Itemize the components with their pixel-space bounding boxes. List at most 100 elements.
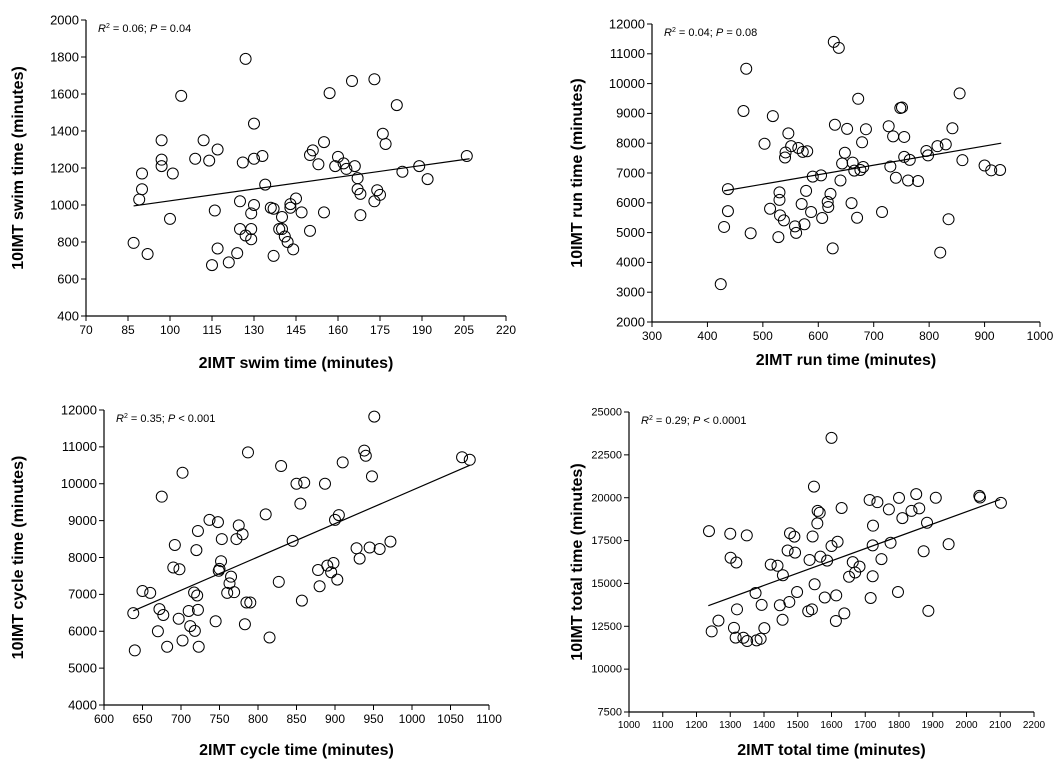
swim-data-point	[354, 187, 367, 200]
total-data-point	[712, 614, 725, 627]
cycle-data-point	[127, 607, 140, 620]
run-data-point	[956, 154, 969, 167]
run-data-point	[740, 62, 753, 75]
total-data-point	[866, 539, 879, 552]
cycle-data-point	[275, 460, 288, 473]
cycle-data-point	[353, 552, 366, 565]
cycle-data-point	[228, 586, 241, 599]
swim-data-point	[206, 259, 218, 272]
cycle-x-tick-label: 800	[248, 712, 268, 726]
cycle-data-point	[259, 508, 272, 521]
scatter-panel-run: 300 400 500 600 700 800 900 1000 2000 3000 4000 500…	[569, 16, 1054, 369]
swim-y-tick-label: 800	[57, 234, 79, 249]
run-data-point	[942, 213, 955, 226]
run-stats-annotation: R2 = 0.04; P = 0.08	[664, 27, 757, 39]
swim-data-point	[234, 223, 246, 236]
cycle-data-point	[240, 596, 253, 609]
run-x-axis-label: 2IMT run time (minutes)	[756, 352, 936, 369]
run-y-tick-label: 10000	[609, 76, 645, 91]
total-data-point	[910, 488, 923, 501]
run-data-point	[779, 151, 792, 164]
total-data-point	[830, 589, 843, 602]
total-y-axis-label: 10IMT total time (minutes)	[569, 463, 586, 660]
total-y-tick-label: 12500	[591, 621, 622, 633]
total-data-point	[882, 503, 895, 516]
swim-x-tick-label: 70	[79, 323, 93, 337]
run-data-point	[876, 206, 889, 219]
cycle-y-tick-label: 4000	[68, 697, 97, 712]
total-x-tick-label: 1700	[854, 720, 877, 731]
swim-data-point	[175, 89, 188, 102]
run-data-point	[934, 246, 947, 259]
swim-data-point	[374, 188, 386, 201]
cycle-data-point	[241, 446, 254, 459]
run-data-point	[805, 206, 818, 219]
total-y-tick-label: 20000	[591, 492, 622, 504]
cycle-data-point	[318, 477, 331, 490]
swim-data-point	[267, 202, 280, 215]
total-trend-line	[708, 498, 1001, 607]
total-data-point	[737, 631, 750, 644]
swim-data-point	[287, 243, 300, 256]
cycle-data-point	[157, 609, 170, 622]
total-x-tick-label: 2100	[989, 720, 1012, 731]
run-data-point	[953, 87, 966, 100]
run-data-point	[782, 127, 795, 140]
cycle-data-point	[456, 451, 469, 464]
run-data-point	[792, 141, 805, 154]
swim-data-point	[236, 156, 249, 169]
cycle-data-point	[188, 624, 201, 637]
swim-y-tick-label: 1800	[50, 49, 79, 64]
run-data-point	[828, 118, 841, 131]
cycle-x-tick-label: 850	[286, 712, 306, 726]
swim-data-point	[127, 236, 140, 249]
cycle-y-tick-label: 12000	[61, 402, 97, 417]
p-value: = 0.04	[157, 23, 191, 35]
total-data-point	[922, 604, 935, 617]
swim-data-point	[248, 152, 260, 165]
swim-data-point	[318, 136, 330, 149]
run-x-tick-label: 700	[864, 329, 884, 343]
r-squared-symbol: R	[98, 23, 106, 35]
total-data-point	[808, 578, 821, 591]
cycle-data-point	[332, 509, 345, 522]
run-data-point	[834, 174, 847, 187]
r-squared-exponent: 2	[124, 413, 128, 420]
total-data-point	[831, 535, 844, 548]
swim-data-point	[368, 73, 381, 86]
cycle-stats-annotation: R2 = 0.35; P < 0.001	[116, 413, 215, 425]
total-y-tick-label: 7500	[598, 707, 622, 719]
swim-x-tick-label: 85	[121, 323, 135, 337]
swim-data-point	[332, 150, 344, 163]
scatter-panel-total: 1000 1100 1200 1300 1400 1500 1600 1700 1800 1900…	[569, 407, 1046, 759]
run-y-tick-label: 6000	[616, 195, 645, 210]
cycle-data-point	[336, 456, 349, 469]
swim-data-point	[245, 233, 258, 246]
p-value: < 0.001	[175, 413, 215, 425]
swim-data-point	[259, 178, 272, 191]
p-symbol: P	[168, 413, 176, 425]
swim-y-tick-label: 600	[57, 271, 79, 286]
total-data-point	[811, 504, 824, 517]
total-y-tick-label: 22500	[591, 449, 622, 461]
swim-data-point	[245, 207, 258, 220]
total-data-point	[741, 635, 754, 648]
cycle-data-point	[153, 603, 166, 616]
run-data-point	[795, 197, 808, 210]
total-y-tick-label: 17500	[591, 535, 622, 547]
cycle-data-point	[298, 476, 311, 489]
swim-data-point	[234, 195, 246, 208]
run-data-point	[785, 140, 798, 153]
run-data-point	[718, 220, 731, 233]
swim-data-point	[211, 143, 224, 156]
total-data-point	[749, 587, 762, 600]
run-data-point	[851, 211, 864, 224]
cycle-y-tick-label: 5000	[68, 660, 97, 675]
cycle-x-tick-label: 950	[363, 712, 383, 726]
run-data-point	[912, 175, 925, 188]
swim-data-point	[245, 223, 258, 236]
total-data-point	[705, 625, 718, 638]
scatter-panel-swim: 70 85 100 115 130 145 160 175 190 205 220 400 600 800…	[10, 12, 516, 372]
cycle-data-point	[215, 555, 228, 568]
cycle-data-point	[358, 444, 371, 457]
